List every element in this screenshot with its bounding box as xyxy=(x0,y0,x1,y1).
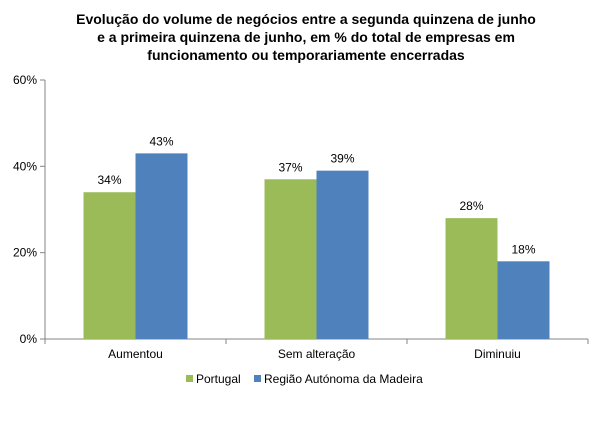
data-label: 37% xyxy=(278,160,302,174)
y-tick-label: 40% xyxy=(13,159,37,173)
y-tick-label: 60% xyxy=(13,73,37,87)
y-tick-label: 0% xyxy=(20,332,38,346)
x-tick-label: Sem alteração xyxy=(278,347,356,361)
data-label: 43% xyxy=(149,134,173,148)
bar-portugal xyxy=(445,218,498,339)
x-tick-label: Aumentou xyxy=(108,347,163,361)
legend-label-portugal: Portugal xyxy=(196,372,241,386)
x-tick-label: Diminuiu xyxy=(474,347,521,361)
data-label: 34% xyxy=(97,173,121,187)
y-tick-label: 20% xyxy=(13,246,37,260)
bar-portugal xyxy=(83,192,136,339)
legend: Portugal Região Autónoma da Madeira xyxy=(186,372,423,386)
legend-label-madeira: Região Autónoma da Madeira xyxy=(264,372,423,386)
legend-swatch-portugal xyxy=(186,375,193,382)
data-labels: 34% 43% 37% 39% 28% 18% xyxy=(97,134,535,256)
bar-madeira xyxy=(497,261,550,339)
chart-title-line-1: Evolução do volume de negócios entre a s… xyxy=(76,11,536,27)
bar-madeira xyxy=(135,153,188,339)
legend-swatch-madeira xyxy=(254,375,261,382)
chart-title-line-2: e a primeira quinzena de junho, em % do … xyxy=(97,29,515,45)
axes: 0% 20% 40% 60% Aumentou Sem alteração Diminuiu xyxy=(13,73,589,361)
bar-madeira xyxy=(316,170,369,339)
bar-portugal xyxy=(264,179,317,339)
bars xyxy=(83,153,550,339)
chart-title-line-3: funcionamento ou temporariamente encerra… xyxy=(147,47,465,63)
chart-title: Evolução do volume de negócios entre a s… xyxy=(56,10,556,64)
data-label: 18% xyxy=(511,242,535,256)
data-label: 39% xyxy=(330,152,354,166)
data-label: 28% xyxy=(459,199,483,213)
